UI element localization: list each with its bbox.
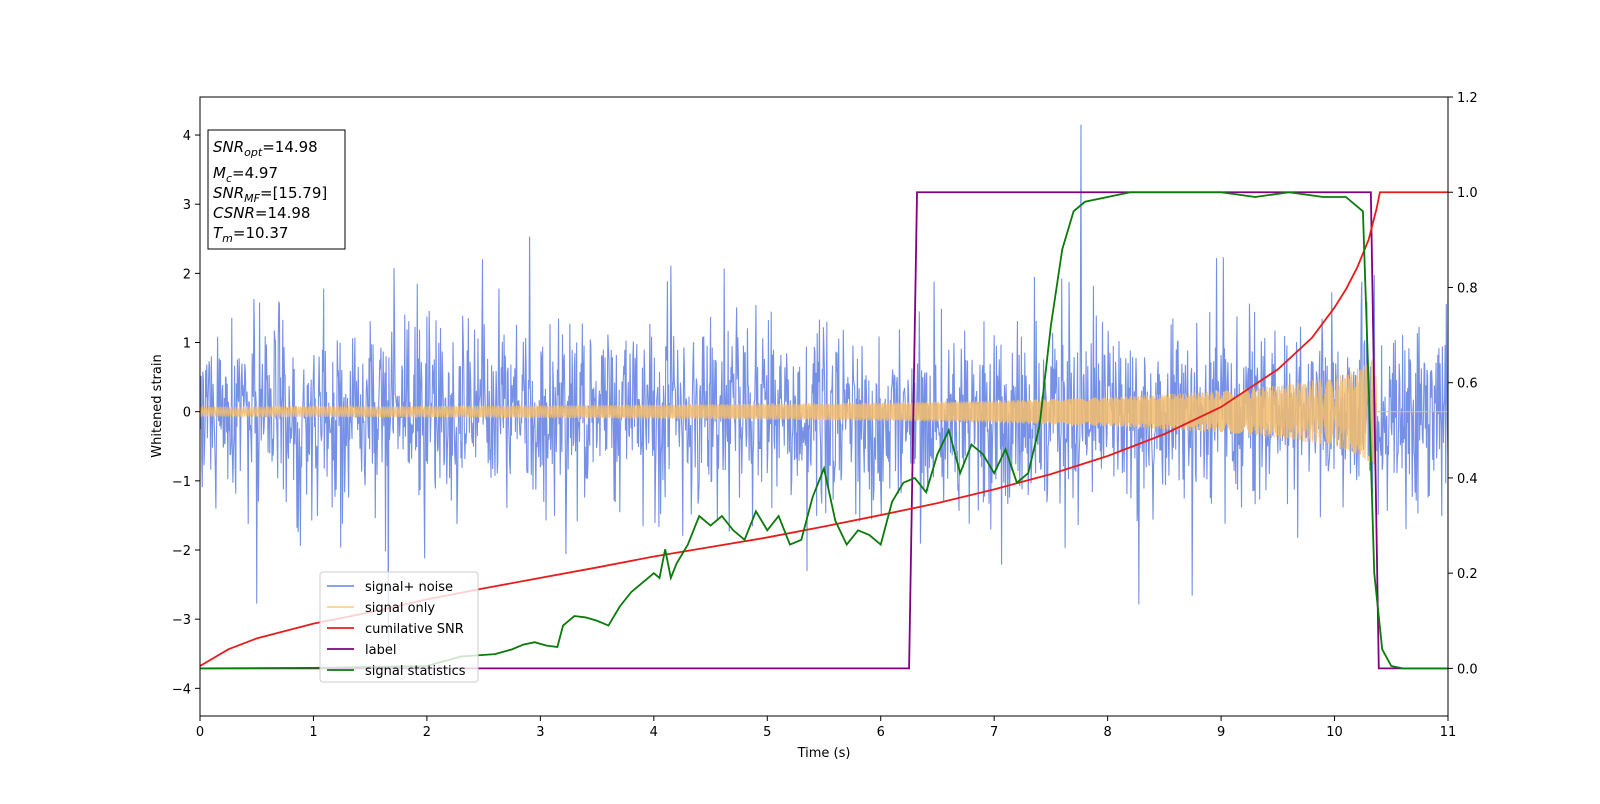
y-tick-label: −3	[172, 613, 191, 628]
y-tick-label: 1	[183, 337, 191, 352]
info-tm: Tm=10.37	[213, 224, 288, 245]
x-tick-label: 7	[990, 725, 998, 740]
axes-layer: 0 1 2 3 4 5 6 7 8 9 10 11 −4 −3 −2 −1 0 1 2 3 4 0.0 0.2 0.4 0.6 0…	[172, 91, 1478, 740]
x-tick-label: 11	[1440, 725, 1457, 740]
series-signal-statistics-line	[200, 191, 1448, 670]
legend-frame	[319, 571, 479, 683]
x-tick-label: 9	[1217, 725, 1225, 740]
info-snr-mf: SNRMF=[15.79]	[213, 184, 327, 205]
y2-tick-label: 0.2	[1457, 567, 1478, 582]
y-tick-label: 3	[183, 198, 191, 213]
y-tick-label: −1	[172, 475, 191, 490]
y2-tick-label: 0.4	[1457, 472, 1478, 487]
legend-label: signal statistics	[365, 664, 466, 679]
y2-tick-label: 0.8	[1457, 281, 1478, 296]
series-signal-noise-line	[200, 124, 1448, 648]
x-axis-label: Time (s)	[797, 746, 851, 761]
y-tick-label: 0	[183, 406, 191, 421]
legend-label: label	[365, 643, 396, 658]
y-axis-label: Whitened strain	[150, 354, 165, 457]
info-csnr: CSNR=14.98	[213, 204, 310, 222]
info-box-frame	[207, 129, 346, 250]
y-tick-label: −4	[172, 682, 191, 697]
y2-tick-label: 1.2	[1457, 91, 1478, 106]
y-tick-label: 2	[183, 267, 191, 282]
x-tick-label: 4	[650, 725, 658, 740]
y2-tick-label: 0.0	[1457, 662, 1478, 677]
y2-tick-label: 1.0	[1457, 186, 1478, 201]
x-tick-label: 1	[309, 725, 317, 740]
x-tick-label: 6	[877, 725, 885, 740]
x-tick-label: 3	[536, 725, 544, 740]
y-tick-label: −2	[172, 544, 191, 559]
info-box: SNRopt=14.98 Mc=4.97 SNRMF=[15.79] CSNR=…	[207, 129, 346, 250]
legend-label: cumilative SNR	[365, 622, 464, 637]
plot-frame	[199, 96, 1449, 717]
x-tick-label: 0	[196, 725, 204, 740]
info-snr-opt: SNRopt=14.98	[213, 138, 318, 159]
series-signal-only-line	[200, 358, 1448, 469]
info-mc: Mc=4.97	[213, 164, 278, 185]
x-tick-label: 2	[423, 725, 431, 740]
legend-label: signal+ noise	[365, 580, 453, 595]
x-tick-label: 8	[1103, 725, 1111, 740]
x-tick-label: 10	[1326, 725, 1343, 740]
legend-label: signal only	[365, 601, 435, 616]
y2-tick-label: 0.6	[1457, 377, 1478, 392]
legend: signal+ noise signal only cumilative SNR la…	[319, 571, 479, 683]
x-tick-label: 5	[763, 725, 771, 740]
y-tick-label: 4	[183, 129, 191, 144]
